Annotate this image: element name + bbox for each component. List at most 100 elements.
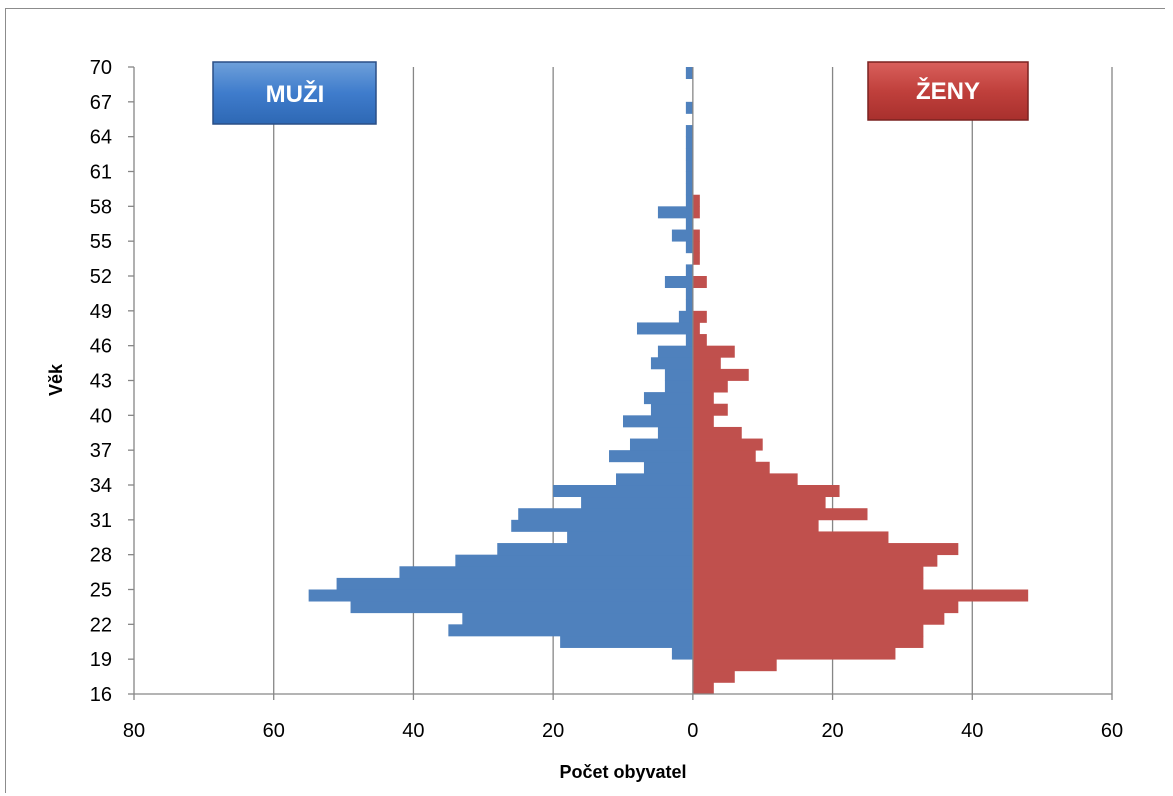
bar-women (692, 310, 707, 323)
x-tick-label: 60 (263, 720, 285, 742)
bar-women (692, 612, 945, 625)
bar-women (692, 426, 742, 439)
bar-men (685, 183, 693, 196)
y-tick-label: 19 (90, 649, 112, 671)
y-axis-title: Věk (46, 363, 66, 396)
bar-women (692, 519, 819, 532)
bar-men (685, 299, 693, 312)
bar-men (657, 426, 693, 439)
x-tick-labels: 80 60 40 20 0 20 40 60 (123, 694, 1123, 742)
bar-men (685, 125, 693, 138)
y-tick-label: 37 (90, 440, 112, 462)
bar-women (692, 566, 924, 579)
bar-women (692, 276, 707, 289)
bar-men (671, 229, 693, 242)
women-label-box: ŽENY (867, 61, 1029, 121)
y-tick-label: 25 (90, 580, 112, 602)
x-tick-label: 20 (821, 720, 843, 742)
bar-women (692, 461, 770, 474)
bar-men (664, 380, 693, 393)
bar-women (692, 206, 700, 219)
bar-women (692, 635, 924, 648)
bar-men (553, 485, 693, 498)
bar-men (511, 519, 693, 532)
x-tick-label: 20 (542, 720, 564, 742)
x-tick-label: 60 (1101, 720, 1123, 742)
bar-women (692, 682, 714, 695)
bar-men (399, 566, 693, 579)
x-tick-label: 40 (402, 720, 424, 742)
y-tick-label: 49 (90, 301, 112, 323)
bar-men (685, 148, 693, 161)
bar-women (692, 473, 798, 486)
bar-men (448, 624, 693, 637)
bar-women (692, 368, 749, 381)
bar-women (692, 624, 924, 637)
bar-men (685, 136, 693, 149)
x-axis-title: Počet obyvatel (559, 762, 686, 782)
bar-men (643, 392, 693, 405)
bar-men (664, 276, 693, 289)
bar-men (685, 334, 693, 347)
men-label-box: MUŽI (212, 61, 377, 125)
bar-women (692, 334, 707, 347)
bar-men (629, 438, 693, 451)
bar-women (692, 450, 756, 463)
y-tick-label: 55 (90, 231, 112, 253)
bar-men (567, 531, 693, 544)
bar-men (643, 461, 693, 474)
bar-men (657, 206, 693, 219)
women-bars (692, 194, 1029, 695)
bar-women (692, 647, 896, 660)
bar-men (497, 543, 693, 556)
bar-women (692, 438, 763, 451)
bar-men (685, 67, 693, 80)
bar-women (692, 194, 700, 207)
x-tick-label: 40 (961, 720, 983, 742)
bar-men (678, 310, 693, 323)
y-tick-label: 22 (90, 614, 112, 636)
y-tick-label: 58 (90, 196, 112, 218)
bar-men (664, 368, 693, 381)
y-tick-label: 61 (90, 162, 112, 184)
y-tick-label: 43 (90, 371, 112, 393)
bar-men (685, 264, 693, 277)
y-tick-label: 34 (90, 475, 112, 497)
bar-men (685, 217, 693, 230)
y-tick-label: 40 (90, 405, 112, 427)
bar-women (692, 496, 826, 509)
y-tick-label: 46 (90, 336, 112, 358)
bar-men (671, 647, 693, 660)
y-tick-label: 52 (90, 266, 112, 288)
bar-women (692, 229, 700, 242)
bar-men (336, 577, 693, 590)
men-bars (308, 67, 693, 660)
bar-women (692, 415, 714, 428)
bar-women (692, 508, 868, 521)
bar-women (692, 357, 721, 370)
bar-men (685, 194, 693, 207)
bar-men (560, 635, 693, 648)
bar-women (692, 670, 735, 683)
bar-men (650, 403, 693, 416)
bar-men (455, 554, 693, 567)
women-label: ŽENY (916, 77, 980, 105)
men-label: MUŽI (266, 80, 325, 108)
bar-women (692, 531, 889, 544)
bar-men (623, 415, 693, 428)
bar-men (616, 473, 693, 486)
bar-women (692, 577, 924, 590)
y-tick-label: 28 (90, 545, 112, 567)
bar-men (657, 345, 693, 358)
bar-men (518, 508, 693, 521)
bar-women (692, 322, 700, 335)
bar-men (609, 450, 693, 463)
bar-men (308, 589, 693, 602)
y-tick-label: 64 (90, 127, 112, 149)
bar-women (692, 345, 735, 358)
bar-men (581, 496, 693, 509)
bar-women (692, 252, 700, 265)
bar-women (692, 403, 728, 416)
bar-men (350, 601, 693, 614)
